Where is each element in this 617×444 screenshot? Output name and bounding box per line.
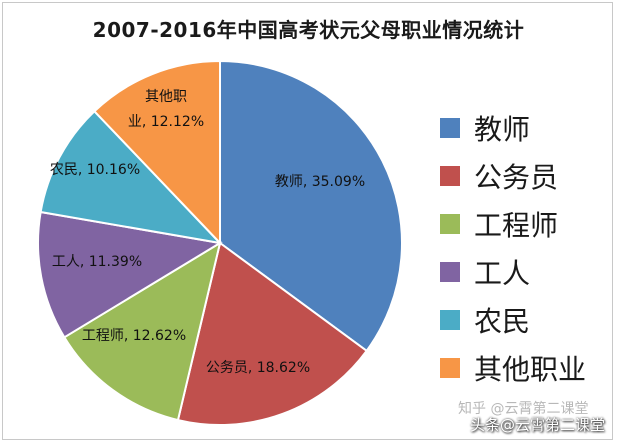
slice-label-3: 工程师, 12.62% — [82, 328, 186, 344]
legend-label: 工程师 — [474, 209, 559, 242]
legend-swatch — [440, 310, 460, 330]
legend-label: 工人 — [474, 257, 531, 290]
slice-label-2: 公务员, 18.62% — [206, 360, 310, 376]
slice-label-4: 工人, 11.39% — [52, 254, 142, 270]
legend-swatch — [440, 118, 460, 138]
slice-label-1: 教师, 35.09% — [275, 174, 365, 190]
chart-title: 2007-2016年中国高考状元父母职业情况统计 — [92, 18, 525, 42]
legend-swatch — [440, 358, 460, 378]
legend-label: 教师 — [474, 113, 531, 146]
legend: 教师公务员工程师工人农民其他职业 — [440, 104, 615, 392]
slice-label-6: 其他职业, 12.12% — [128, 89, 204, 130]
slice-label-5: 农民, 10.16% — [50, 162, 140, 178]
legend-item-2: 公务员 — [440, 152, 615, 200]
legend-swatch — [440, 166, 460, 186]
legend-item-3: 工程师 — [440, 200, 615, 248]
legend-item-5: 农民 — [440, 296, 615, 344]
pie-slice-5 — [39, 109, 223, 245]
legend-swatch — [440, 262, 460, 282]
pie-slice-1 — [219, 59, 403, 353]
pie-slice-6 — [93, 59, 221, 246]
legend-item-6: 其他职业 — [440, 344, 615, 392]
legend-label: 农民 — [474, 305, 531, 338]
pie-slice-2 — [176, 241, 369, 426]
watermark-toutiao: 头条@云霄第二课堂 — [470, 416, 606, 434]
legend-swatch — [440, 214, 460, 234]
legend-label: 公务员 — [474, 161, 559, 194]
legend-item-1: 教师 — [440, 104, 615, 152]
pie-slice-4 — [37, 210, 223, 339]
pie-slice-3 — [62, 240, 222, 422]
watermark-zhihu: 知乎 @云霄第二课堂 — [458, 401, 589, 417]
legend-label: 其他职业 — [474, 353, 587, 386]
legend-item-4: 工人 — [440, 248, 615, 296]
